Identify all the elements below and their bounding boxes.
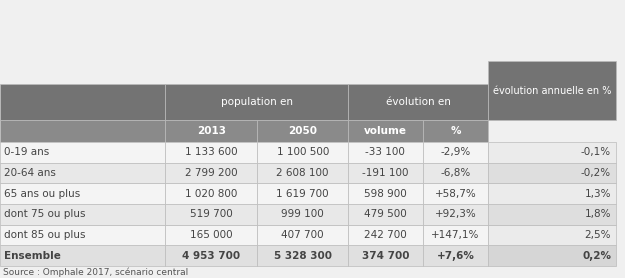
- Bar: [0, 204, 165, 225]
- Text: 479 500: 479 500: [364, 209, 407, 219]
- Text: évolution en: évolution en: [386, 97, 451, 107]
- Bar: [0, 163, 165, 183]
- Bar: [0, 183, 165, 204]
- Bar: [0, 120, 165, 142]
- Text: 1 100 500: 1 100 500: [276, 147, 329, 157]
- Bar: [422, 120, 489, 142]
- Text: -0,1%: -0,1%: [581, 147, 611, 157]
- Text: -2,9%: -2,9%: [441, 147, 471, 157]
- Text: 407 700: 407 700: [281, 230, 324, 240]
- Text: 0-19 ans: 0-19 ans: [4, 147, 49, 157]
- Bar: [258, 163, 348, 183]
- Text: +7,6%: +7,6%: [436, 250, 474, 260]
- Text: 2013: 2013: [197, 126, 226, 136]
- Bar: [165, 163, 258, 183]
- Text: dont 85 ou plus: dont 85 ou plus: [4, 230, 85, 240]
- Bar: [348, 245, 423, 266]
- Bar: [258, 120, 348, 142]
- Text: 2 799 200: 2 799 200: [185, 168, 238, 178]
- Text: %: %: [450, 126, 461, 136]
- Bar: [489, 61, 616, 120]
- Bar: [258, 245, 348, 266]
- Text: -6,8%: -6,8%: [441, 168, 471, 178]
- Text: 242 700: 242 700: [364, 230, 407, 240]
- Bar: [165, 84, 348, 120]
- Text: 4 953 700: 4 953 700: [182, 250, 241, 260]
- Bar: [165, 183, 258, 204]
- Bar: [258, 204, 348, 225]
- Bar: [348, 142, 423, 163]
- Text: 999 100: 999 100: [281, 209, 324, 219]
- Text: 519 700: 519 700: [190, 209, 232, 219]
- Bar: [422, 142, 489, 163]
- Text: Source : Omphale 2017, scénario central: Source : Omphale 2017, scénario central: [3, 267, 188, 277]
- Text: +58,7%: +58,7%: [434, 189, 476, 199]
- Bar: [489, 204, 616, 225]
- Bar: [489, 142, 616, 163]
- Bar: [489, 245, 616, 266]
- Bar: [0, 225, 165, 245]
- Bar: [422, 245, 489, 266]
- Text: 20-64 ans: 20-64 ans: [4, 168, 56, 178]
- Text: 65 ans ou plus: 65 ans ou plus: [4, 189, 80, 199]
- Bar: [165, 245, 258, 266]
- Bar: [422, 225, 489, 245]
- Text: 598 900: 598 900: [364, 189, 407, 199]
- Bar: [348, 120, 423, 142]
- Bar: [0, 245, 165, 266]
- Text: 1 133 600: 1 133 600: [185, 147, 238, 157]
- Text: 2 608 100: 2 608 100: [276, 168, 329, 178]
- Bar: [258, 225, 348, 245]
- Text: +147,1%: +147,1%: [431, 230, 479, 240]
- Bar: [0, 142, 165, 163]
- Bar: [165, 204, 258, 225]
- Bar: [258, 183, 348, 204]
- Bar: [258, 142, 348, 163]
- Text: population en: population en: [221, 97, 292, 107]
- Text: dont 75 ou plus: dont 75 ou plus: [4, 209, 85, 219]
- Text: 5 328 300: 5 328 300: [274, 250, 332, 260]
- Bar: [422, 204, 489, 225]
- Bar: [489, 225, 616, 245]
- Text: -0,2%: -0,2%: [581, 168, 611, 178]
- Text: -33 100: -33 100: [366, 147, 405, 157]
- Bar: [489, 163, 616, 183]
- Text: 0,2%: 0,2%: [582, 250, 611, 260]
- Bar: [348, 84, 489, 120]
- Bar: [165, 225, 258, 245]
- Text: 1,8%: 1,8%: [584, 209, 611, 219]
- Text: 165 000: 165 000: [190, 230, 232, 240]
- Text: 1,3%: 1,3%: [584, 189, 611, 199]
- Bar: [422, 163, 489, 183]
- Text: Ensemble: Ensemble: [4, 250, 61, 260]
- Bar: [489, 183, 616, 204]
- Text: +92,3%: +92,3%: [434, 209, 476, 219]
- Bar: [348, 225, 423, 245]
- Bar: [422, 183, 489, 204]
- Text: -191 100: -191 100: [362, 168, 409, 178]
- Text: volume: volume: [364, 126, 407, 136]
- Bar: [0, 84, 165, 120]
- Text: évolution annuelle en %: évolution annuelle en %: [493, 86, 611, 96]
- Text: 1 619 700: 1 619 700: [276, 189, 329, 199]
- Bar: [165, 120, 258, 142]
- Bar: [348, 163, 423, 183]
- Bar: [348, 183, 423, 204]
- Text: 1 020 800: 1 020 800: [185, 189, 238, 199]
- Text: 374 700: 374 700: [361, 250, 409, 260]
- Text: 2,5%: 2,5%: [584, 230, 611, 240]
- Bar: [348, 204, 423, 225]
- Bar: [165, 142, 258, 163]
- Text: 2050: 2050: [288, 126, 318, 136]
